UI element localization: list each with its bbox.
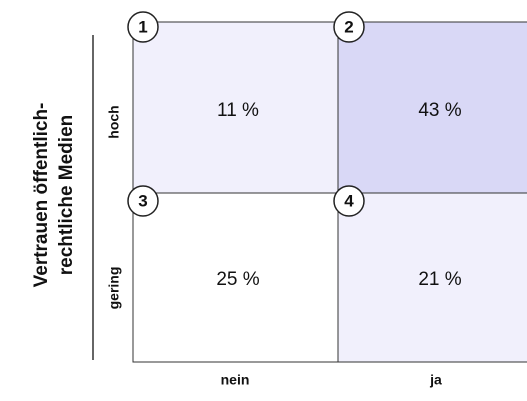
y-axis-title: Vertrauen öffentlich-	[31, 103, 52, 288]
cell-badge	[127, 185, 159, 217]
cell-badge	[127, 11, 159, 43]
cell-value: 11 %	[217, 100, 259, 121]
cell-bg	[337, 192, 527, 363]
row-label: hoch	[106, 105, 122, 138]
column-label: ja	[429, 372, 442, 388]
cell-number: 3	[138, 191, 147, 210]
cell-value: 43 %	[418, 100, 461, 121]
row-label: gering	[106, 267, 122, 310]
cell-value: 25 %	[216, 269, 259, 290]
column-label: nein	[221, 372, 250, 388]
cell-bg	[132, 192, 339, 363]
cell-number: 1	[138, 17, 147, 36]
cell-number: 2	[344, 17, 353, 36]
cell-bg	[132, 21, 339, 194]
cell-value: 21 %	[418, 269, 461, 290]
y-axis-title: rechtliche Medien	[56, 115, 77, 276]
cell-badge	[333, 185, 365, 217]
cell-number: 4	[344, 191, 354, 210]
cell-badge	[333, 11, 365, 43]
cell-bg	[337, 21, 527, 194]
